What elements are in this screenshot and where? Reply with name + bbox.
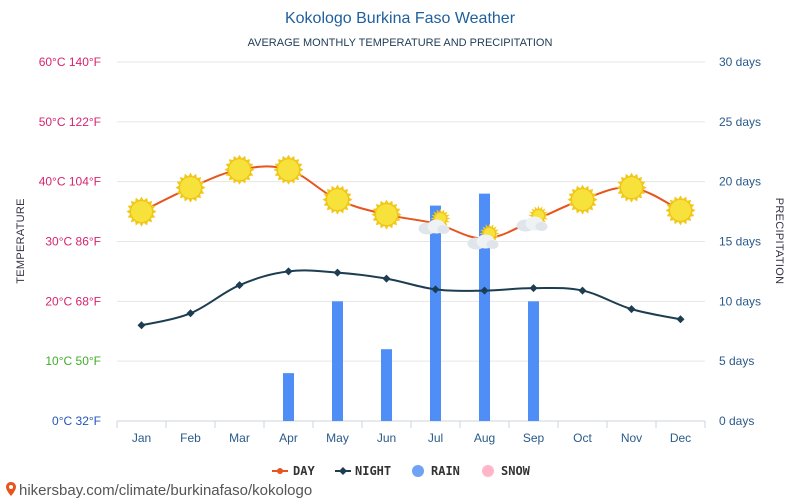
weather-icons <box>126 154 696 250</box>
legend-snow-marker <box>482 465 494 477</box>
x-tick-label: Nov <box>621 431 642 445</box>
legend-day-marker <box>277 468 283 474</box>
rain-bar[interactable] <box>283 373 294 421</box>
x-tick-label: Sep <box>523 431 545 445</box>
y-right-tick-label: 15 days <box>719 235 761 249</box>
rain-bar[interactable] <box>381 349 392 421</box>
left-axis-title: TEMPERATURE <box>15 198 27 284</box>
day-line <box>141 165 681 240</box>
partly-cloudy-icon[interactable] <box>418 208 451 235</box>
night-line <box>141 269 681 327</box>
rain-bar[interactable] <box>479 193 490 421</box>
x-tick-label: Jun <box>377 431 396 445</box>
legend-night-marker <box>339 467 347 475</box>
sun-icon[interactable] <box>567 184 598 215</box>
legend: DAY NIGHT RAIN SNOW <box>272 464 531 478</box>
y-left-tick-label: 60°C 140°F <box>39 55 101 69</box>
chart-subtitle: AVERAGE MONTHLY TEMPERATURE AND PRECIPIT… <box>248 37 553 49</box>
sun-icon[interactable] <box>616 172 647 203</box>
chart-title: Kokologo Burkina Faso Weather <box>285 10 516 27</box>
night-point[interactable] <box>627 305 636 314</box>
partly-cloudy-icon[interactable] <box>467 223 500 250</box>
y-left-tick-label: 50°C 122°F <box>39 115 101 129</box>
night-point[interactable] <box>333 268 342 277</box>
night-point[interactable] <box>431 285 440 294</box>
legend-day[interactable]: DAY <box>272 464 315 478</box>
partly-cloudy-icon[interactable] <box>516 205 549 232</box>
legend-rain-label: RAIN <box>431 464 460 478</box>
night-point[interactable] <box>235 281 244 290</box>
x-tick-label: Oct <box>573 431 592 445</box>
x-tick-label: May <box>326 431 349 445</box>
x-tick-label: Dec <box>670 431 691 445</box>
legend-day-label: DAY <box>293 464 315 478</box>
watermark[interactable]: hikersbay.com/climate/burkinafaso/kokolo… <box>6 482 312 499</box>
legend-snow-label: SNOW <box>501 464 531 478</box>
y-left-tick-label: 10°C 50°F <box>45 354 101 368</box>
x-tick-label: Feb <box>180 431 201 445</box>
y-left-tick-label: 40°C 104°F <box>39 175 101 189</box>
y-left-tick-label: 30°C 86°F <box>45 235 101 249</box>
temperature-lines <box>137 165 685 330</box>
y-right-tick-label: 0 days <box>719 414 754 428</box>
sun-icon[interactable] <box>224 154 255 185</box>
rain-bar[interactable] <box>528 301 539 421</box>
night-point[interactable] <box>529 284 538 293</box>
night-point[interactable] <box>676 315 685 324</box>
sun-icon[interactable] <box>371 199 402 230</box>
axis-ticks: 60°C 140°F 50°C 122°F 40°C 104°F 30°C 86°F 2… <box>39 55 761 445</box>
right-axis-title: PRECIPITATION <box>773 198 785 285</box>
night-point[interactable] <box>382 274 391 283</box>
x-tick-label: Jan <box>132 431 151 445</box>
y-right-tick-label: 25 days <box>719 115 761 129</box>
legend-night-label: NIGHT <box>355 464 391 478</box>
rain-bar[interactable] <box>430 205 441 421</box>
rain-bar[interactable] <box>332 301 343 421</box>
sun-icon[interactable] <box>175 172 206 203</box>
x-tick-label: Aug <box>474 431 495 445</box>
y-right-tick-label: 20 days <box>719 175 761 189</box>
rain-bars <box>283 193 539 421</box>
sun-icon[interactable] <box>126 196 157 227</box>
x-tick-label: Apr <box>279 431 298 445</box>
legend-rain[interactable]: RAIN <box>412 464 460 478</box>
y-right-tick-label: 30 days <box>719 55 761 69</box>
y-left-tick-label: 20°C 68°F <box>45 294 101 308</box>
y-right-tick-label: 5 days <box>719 354 754 368</box>
y-left-tick-label: 0°C 32°F <box>52 414 101 428</box>
sun-icon[interactable] <box>273 154 304 185</box>
night-point[interactable] <box>137 321 146 330</box>
legend-night[interactable]: NIGHT <box>335 464 391 478</box>
watermark-text: hikersbay.com/climate/burkinafaso/kokolo… <box>19 482 312 499</box>
night-point[interactable] <box>284 267 293 276</box>
location-pin-icon <box>6 482 16 496</box>
sun-icon[interactable] <box>322 184 353 215</box>
x-tick-label: Mar <box>229 431 250 445</box>
x-tick-label: Jul <box>428 431 443 445</box>
legend-rain-marker <box>412 465 424 477</box>
legend-snow[interactable]: SNOW <box>482 464 531 478</box>
y-right-tick-label: 10 days <box>719 294 761 308</box>
night-point[interactable] <box>186 309 195 318</box>
sun-icon[interactable] <box>665 195 696 226</box>
grid <box>116 61 706 428</box>
night-point[interactable] <box>480 286 489 295</box>
night-point[interactable] <box>578 286 587 295</box>
